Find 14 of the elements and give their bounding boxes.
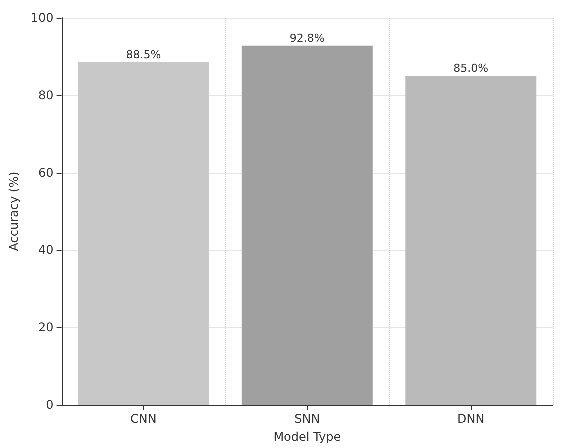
y-tick-label: 80: [38, 88, 54, 102]
data-label: 85.0%: [454, 62, 489, 76]
x-axis-title: Model Type: [274, 430, 342, 444]
y-tick-label: 60: [38, 166, 54, 180]
data-label: 92.8%: [290, 32, 325, 45]
x-tick-label: DNN: [458, 412, 485, 426]
y-tick-label: 40: [38, 243, 54, 258]
data-label: 88.5%: [126, 48, 162, 62]
y-axis-title: Accuracy (%): [7, 172, 21, 252]
y-tick-label: 20: [38, 320, 54, 335]
x-tick-label: SNN: [294, 412, 320, 426]
y-tick-label: 100: [30, 11, 54, 25]
x-tick-label: CNN: [130, 412, 157, 426]
y-tick-label: 0: [46, 398, 54, 412]
